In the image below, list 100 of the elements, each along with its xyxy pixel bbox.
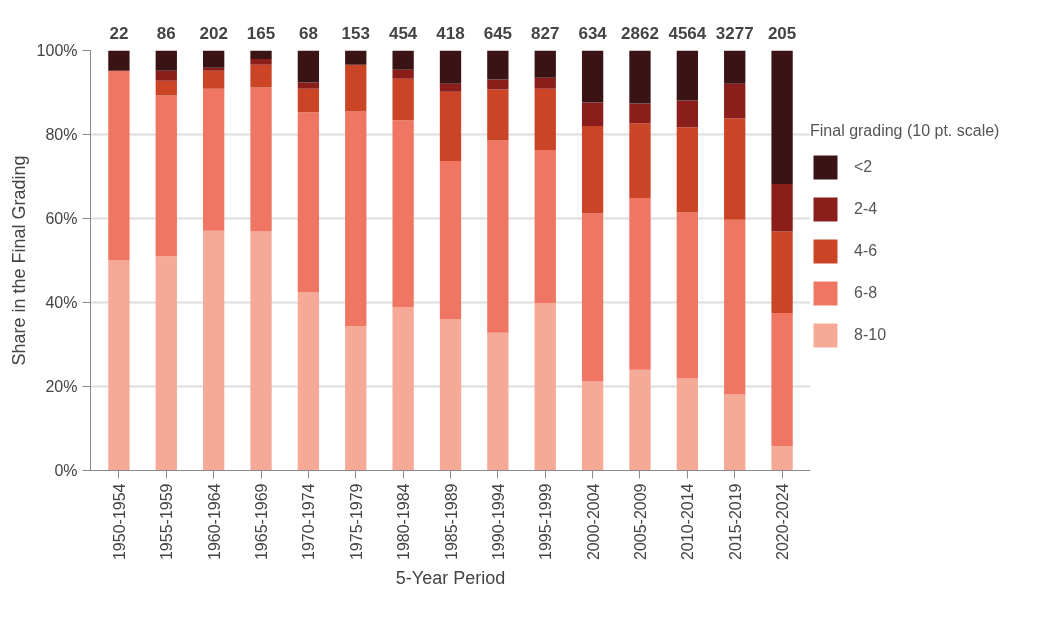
bar — [629, 123, 651, 198]
bar — [487, 332, 509, 471]
y-tick-label: 60% — [45, 210, 78, 227]
bar — [771, 50, 793, 185]
bar — [771, 446, 793, 471]
x-axis-title: 5-Year Period — [395, 568, 506, 589]
bar — [155, 80, 177, 96]
bar — [250, 64, 272, 88]
bar — [534, 50, 556, 78]
bar — [581, 102, 604, 127]
bar — [581, 381, 604, 471]
legend-label: 6-8 — [854, 284, 878, 302]
bar — [203, 67, 225, 71]
bar — [203, 88, 225, 231]
x-tick-label: 1980-1984 — [395, 483, 413, 561]
x-tick-label: 1995-1999 — [537, 483, 555, 561]
text: 22 — [109, 23, 129, 43]
y-tick-label: 100% — [36, 42, 78, 59]
bar — [203, 70, 225, 89]
bar — [392, 78, 414, 121]
bar — [297, 82, 320, 89]
bar — [534, 88, 556, 151]
x-tick-label: 2015-2019 — [726, 483, 744, 561]
bar — [676, 100, 698, 128]
bar — [629, 103, 651, 124]
bar — [676, 50, 698, 101]
x-tick-label: 1985-1989 — [442, 483, 460, 561]
x-tick-label: 1965-1969 — [253, 483, 271, 561]
text: 3277 — [715, 23, 754, 43]
bar — [724, 83, 746, 119]
legend-label: <2 — [854, 158, 874, 176]
bar — [581, 126, 604, 214]
bar — [534, 77, 556, 89]
x-tick-label: 2010-2014 — [679, 483, 697, 561]
bar — [392, 307, 414, 471]
text: 68 — [298, 23, 318, 43]
text: 165 — [246, 23, 276, 43]
bar — [629, 197, 651, 370]
bar — [439, 50, 462, 84]
x-tick-label: 2005-2009 — [631, 483, 649, 561]
text: 86 — [156, 23, 176, 43]
bar — [771, 313, 793, 447]
bar — [771, 184, 793, 232]
bar — [724, 50, 746, 84]
bar — [203, 230, 225, 471]
bar — [155, 70, 177, 81]
bar — [439, 91, 462, 161]
bar — [108, 70, 130, 261]
bar — [392, 69, 414, 79]
bar — [534, 302, 556, 471]
x-tick-label: 2020-2024 — [774, 483, 792, 561]
x-tick-label: 1955-1959 — [158, 483, 176, 561]
bar — [108, 50, 130, 71]
y-axis-title: Share in the Final Grading — [8, 155, 29, 366]
legend-label: 4-6 — [854, 242, 878, 260]
x-tick-label: 1950-1954 — [110, 483, 128, 561]
text: 2862 — [621, 23, 659, 43]
bar — [487, 50, 509, 80]
bar — [439, 318, 462, 471]
x-tick-label: 1960-1964 — [205, 483, 223, 561]
y-tick-label: 0% — [54, 462, 78, 479]
bar — [155, 50, 177, 71]
x-tick-label: 1975-1979 — [347, 483, 365, 561]
bar — [439, 83, 462, 92]
bar — [392, 120, 414, 308]
bar — [108, 260, 130, 471]
bar — [771, 231, 793, 313]
bar — [155, 95, 177, 257]
bar — [487, 140, 509, 333]
bar — [724, 219, 746, 395]
text: 4564 — [668, 23, 707, 43]
bar — [676, 378, 698, 471]
text: 645 — [483, 23, 513, 43]
bar — [345, 111, 367, 327]
bar — [724, 394, 746, 471]
bar — [203, 50, 225, 68]
bar — [297, 88, 320, 113]
text: 827 — [531, 23, 560, 43]
text: 153 — [341, 23, 370, 43]
bar — [487, 79, 509, 90]
bar — [345, 326, 367, 471]
bar — [439, 160, 462, 319]
bar — [629, 50, 651, 104]
bar — [487, 89, 509, 141]
text: 205 — [767, 23, 797, 43]
bar — [392, 50, 414, 70]
bar — [345, 64, 367, 112]
bar — [155, 256, 177, 471]
legend-label: 2-4 — [854, 200, 878, 218]
text: 202 — [199, 23, 228, 43]
legend-title: Final grading (10 pt. scale) — [810, 122, 1000, 140]
bar — [676, 127, 698, 213]
bar — [250, 231, 272, 471]
x-tick-label: 1970-1974 — [300, 483, 318, 561]
bar — [250, 87, 272, 232]
bar — [534, 150, 556, 303]
bar — [297, 292, 320, 471]
bar — [297, 112, 320, 292]
legend-label: 8-10 — [854, 326, 887, 344]
x-tick-label: 1990-1994 — [489, 483, 507, 561]
